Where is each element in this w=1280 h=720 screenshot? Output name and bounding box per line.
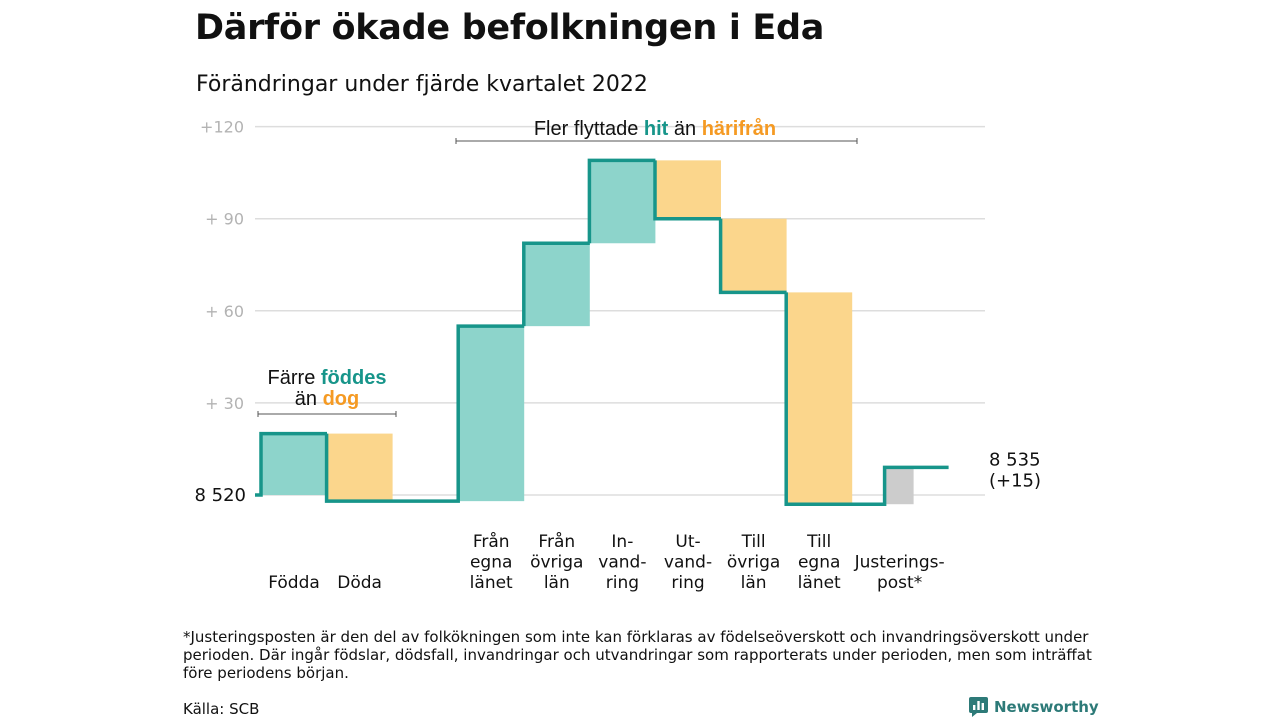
brand-name: Newsworthy bbox=[994, 698, 1099, 716]
chart-title: Därför ökade befolkningen i Eda bbox=[195, 8, 825, 48]
category-label: ring bbox=[606, 573, 639, 593]
chart-subtitle: Förändringar under fjärde kvartalet 2022 bbox=[196, 72, 648, 97]
y-tick-label: + 90 bbox=[205, 210, 244, 229]
annotations: Färre föddes än dog Fler flyttade hit än… bbox=[257, 117, 858, 417]
bars bbox=[261, 160, 914, 505]
bar-7 bbox=[786, 292, 853, 505]
category-label: Ut- bbox=[675, 532, 700, 552]
category-label: In- bbox=[611, 532, 633, 552]
category-label: län bbox=[741, 573, 767, 593]
bar-6 bbox=[720, 218, 787, 293]
step-line-group bbox=[255, 158, 949, 506]
category-label: övriga bbox=[727, 553, 780, 573]
bar-4 bbox=[589, 160, 656, 244]
newsworthy-logo-icon bbox=[969, 697, 988, 717]
category-label: Till bbox=[806, 532, 831, 552]
category-label: Födda bbox=[268, 573, 320, 593]
bar-8 bbox=[885, 467, 914, 505]
start-value-label: 8 520 bbox=[194, 485, 246, 506]
category-label: vand- bbox=[598, 553, 646, 573]
y-tick-label: + 30 bbox=[205, 394, 244, 413]
bar-5 bbox=[655, 160, 721, 219]
bar-0 bbox=[261, 433, 327, 495]
y-tick-label: + 60 bbox=[205, 302, 244, 321]
source-label: Källa: SCB bbox=[183, 700, 260, 718]
category-label: egna bbox=[470, 553, 512, 573]
category-label: Från bbox=[538, 531, 575, 552]
category-label: länet bbox=[798, 573, 841, 593]
category-label: Från bbox=[473, 531, 510, 552]
annotation-migration: Fler flyttade hit än härifrån bbox=[534, 117, 776, 140]
category-label: Till bbox=[741, 532, 766, 552]
category-label: länet bbox=[470, 573, 513, 593]
migration-bracket bbox=[455, 138, 858, 144]
bar-1 bbox=[326, 433, 393, 502]
footnote: *Justeringsposten är den del av folkökni… bbox=[183, 628, 1092, 682]
annotation-births-line1: Färre föddes bbox=[268, 367, 387, 389]
category-label: ring bbox=[671, 573, 704, 593]
bar-2 bbox=[458, 326, 525, 502]
category-label: post* bbox=[877, 573, 922, 593]
category-label: Justerings- bbox=[854, 553, 945, 573]
births-bracket bbox=[257, 411, 397, 417]
category-label: vand- bbox=[664, 553, 712, 573]
end-value-label: 8 535 bbox=[989, 449, 1041, 470]
step-line bbox=[255, 158, 949, 506]
category-label: egna bbox=[798, 553, 840, 573]
brand-logo: Newsworthy bbox=[969, 697, 1099, 717]
category-label: län bbox=[544, 573, 570, 593]
category-label: Döda bbox=[337, 573, 382, 593]
end-change-label: (+15) bbox=[989, 470, 1041, 491]
category-label: övriga bbox=[530, 553, 583, 573]
bar-3 bbox=[523, 243, 590, 327]
annotation-births-line2: än dog bbox=[295, 388, 359, 410]
y-tick-label: +120 bbox=[200, 118, 244, 137]
